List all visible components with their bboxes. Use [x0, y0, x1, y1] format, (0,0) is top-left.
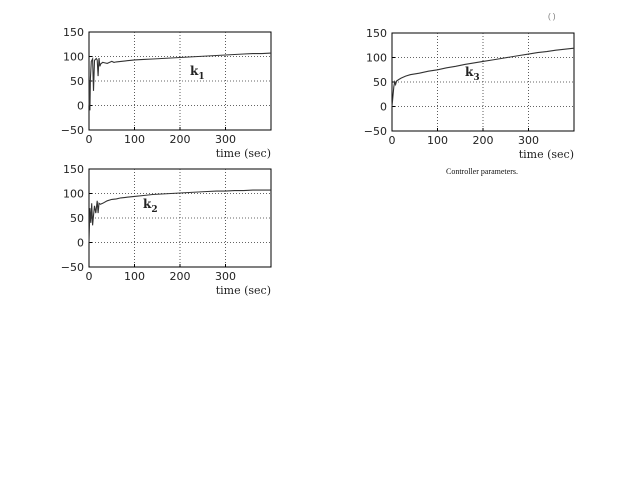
series-label-k3: k3 [465, 65, 480, 83]
x-tick-label: 100 [427, 134, 448, 147]
x-tick-label: 0 [86, 270, 93, 283]
y-tick-label: 150 [63, 26, 84, 39]
x-tick-label: 0 [389, 134, 396, 147]
x-tick-label: 200 [473, 134, 494, 147]
figure-caption: Controller parameters. [446, 167, 518, 176]
series-line-k3 [391, 47, 575, 107]
x-axis-label: time (sec) [216, 147, 271, 160]
y-tick-label: 50 [70, 75, 84, 88]
x-tick-label: 0 [86, 133, 93, 146]
y-tick-label: 0 [77, 100, 84, 113]
y-tick-label: 150 [366, 27, 387, 40]
series-label-k2: k2 [143, 197, 158, 215]
y-tick-label: 0 [77, 237, 84, 250]
y-tick-label: 100 [63, 188, 84, 201]
y-tick-label: 50 [70, 212, 84, 225]
x-tick-label: 300 [215, 133, 236, 146]
y-tick-label: 150 [63, 163, 84, 176]
series-line-k1 [88, 52, 272, 111]
x-tick-label: 200 [170, 270, 191, 283]
x-tick-label: 200 [170, 133, 191, 146]
x-tick-label: 100 [124, 270, 145, 283]
y-tick-label: 50 [373, 76, 387, 89]
corner-mark: ( ) [548, 12, 556, 21]
x-tick-label: 300 [518, 134, 539, 147]
series-line-k2 [88, 189, 271, 243]
y-tick-label: −50 [61, 261, 84, 274]
x-axis-label: time (sec) [519, 148, 574, 161]
y-tick-label: 100 [366, 52, 387, 65]
y-tick-label: −50 [364, 125, 387, 138]
x-tick-label: 100 [124, 133, 145, 146]
x-axis-label: time (sec) [216, 284, 271, 297]
series-label-k1: k1 [190, 64, 205, 82]
x-tick-label: 300 [215, 270, 236, 283]
y-tick-label: 100 [63, 51, 84, 64]
y-tick-label: 0 [380, 101, 387, 114]
y-tick-label: −50 [61, 124, 84, 137]
